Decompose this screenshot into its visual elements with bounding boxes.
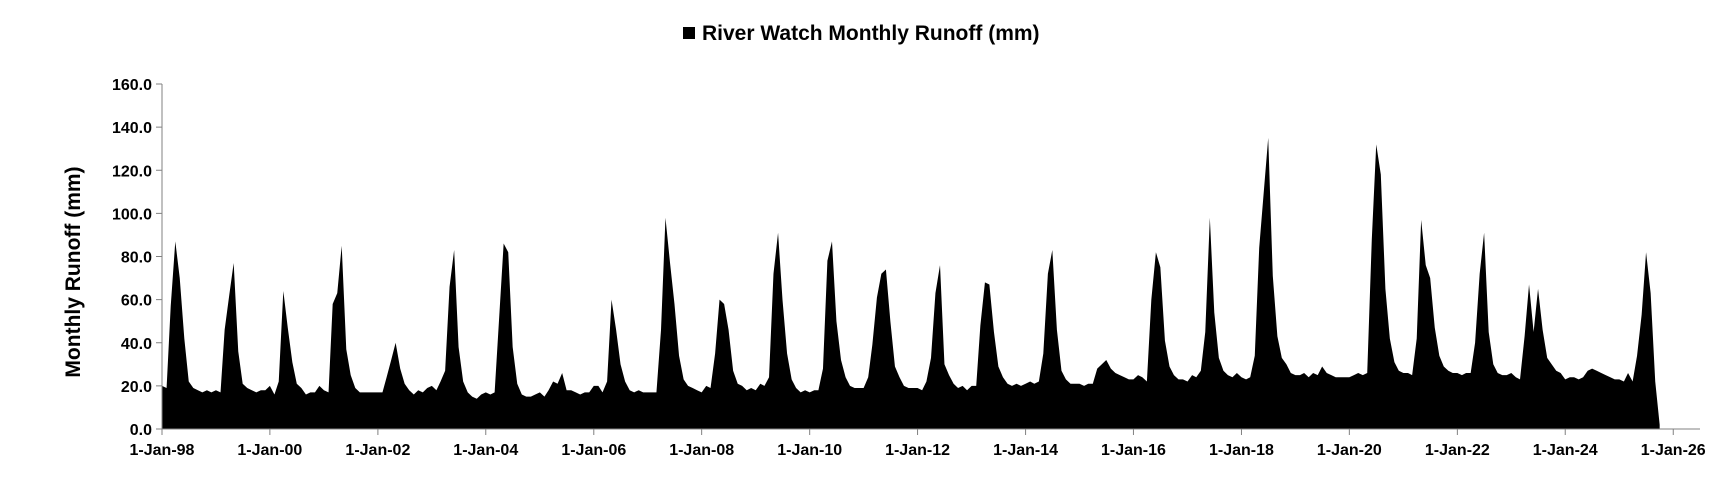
x-tick-label: 1-Jan-04 (453, 442, 518, 459)
y-tick-label: 60.0 (121, 293, 152, 310)
x-tick-label: 1-Jan-26 (1641, 442, 1706, 459)
y-tick-label: 160.0 (112, 77, 152, 94)
chart-title-group: River Watch Monthly Runoff (mm) (683, 22, 1040, 45)
y-tick-label: 120.0 (112, 163, 152, 180)
y-tick-label: 20.0 (121, 379, 152, 396)
series-area (162, 137, 1660, 429)
y-tick-label: 80.0 (121, 250, 152, 267)
x-tick-label: 1-Jan-06 (561, 442, 626, 459)
x-tick-label: 1-Jan-10 (777, 442, 842, 459)
x-tick-label: 1-Jan-00 (237, 442, 302, 459)
x-tick-label: 1-Jan-16 (1101, 442, 1166, 459)
x-tick-label: 1-Jan-08 (669, 442, 734, 459)
x-tick-label: 1-Jan-14 (993, 442, 1058, 459)
y-axis-title: Monthly Runoff (mm) (62, 166, 85, 377)
chart-title: River Watch Monthly Runoff (mm) (702, 22, 1040, 45)
plot-area (162, 137, 1660, 429)
x-tick-label: 1-Jan-02 (345, 442, 410, 459)
y-tick-label: 0.0 (130, 422, 152, 439)
legend-swatch (683, 27, 695, 39)
x-tick-label: 1-Jan-98 (130, 442, 195, 459)
x-tick-label: 1-Jan-24 (1533, 442, 1598, 459)
y-tick-label: 140.0 (112, 120, 152, 137)
y-tick-label: 40.0 (121, 336, 152, 353)
x-tick-label: 1-Jan-20 (1317, 442, 1382, 459)
x-tick-label: 1-Jan-18 (1209, 442, 1274, 459)
y-axis-ticks: 0.0 20.0 40.0 60.0 80.0 100.0 120.0 140.0 160.0 (112, 77, 162, 439)
y-tick-label: 100.0 (112, 206, 152, 223)
x-axis-ticks: 1-Jan-98 1-Jan-00 1-Jan-02 1-Jan-04 1-Jan-06… (130, 429, 1706, 459)
x-tick-label: 1-Jan-12 (885, 442, 950, 459)
x-tick-label: 1-Jan-22 (1425, 442, 1490, 459)
